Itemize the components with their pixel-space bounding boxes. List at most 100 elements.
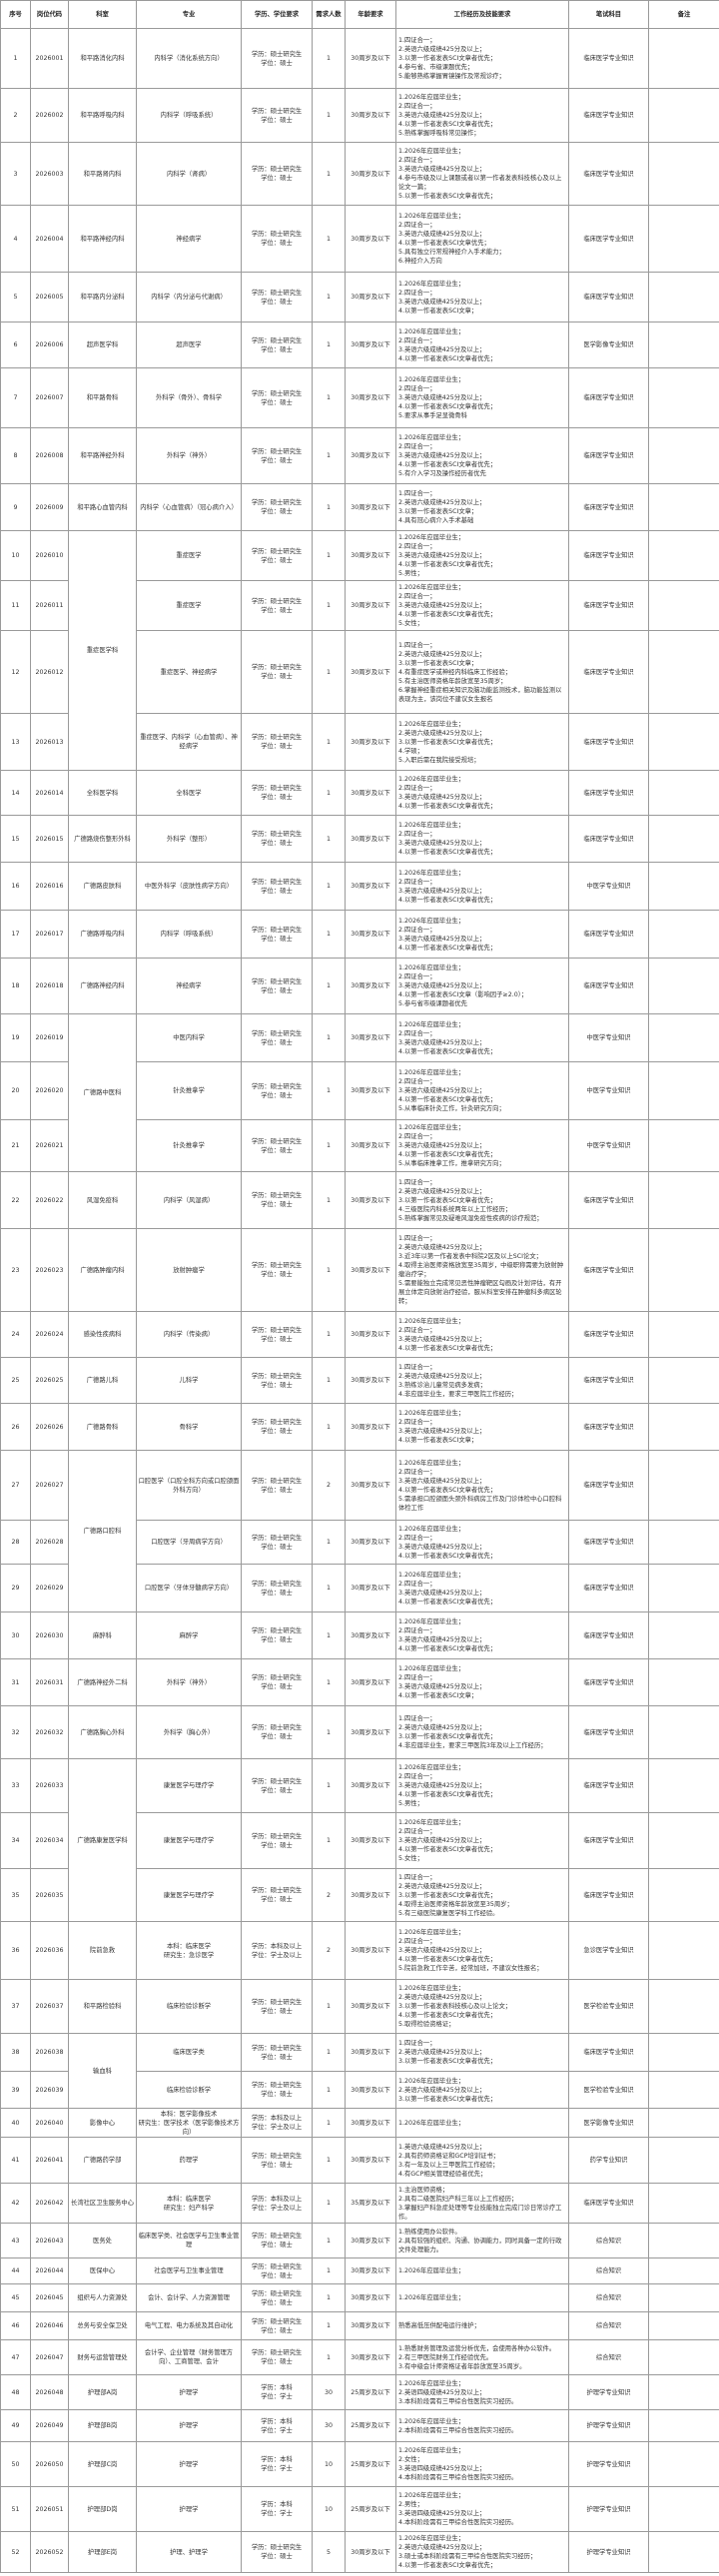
- requirements-cell: 1.2026年应届毕业生； 2.四证合一； 3.英语六级成绩425分及以上； 4.以第…: [395, 1564, 569, 1612]
- headcount-cell: 1: [312, 815, 346, 863]
- requirements-cell-line: 3.英语六级成绩425分及以上；: [398, 166, 486, 173]
- requirements-cell: 1.2026年应届毕业生； 2.四证合一； 3.英语六级成绩425分及以上； 4.以第…: [395, 910, 569, 959]
- education-cell-line: 学历：硕士研究生: [251, 977, 303, 985]
- department-cell: 影像中心: [68, 2108, 137, 2138]
- note-cell: [648, 1921, 719, 1980]
- headcount-cell: 1: [312, 142, 346, 206]
- education-cell-line: 学位：硕士: [261, 1543, 293, 1551]
- education-cell-line: 学位：硕士: [261, 743, 293, 750]
- requirements-cell-line: 3.英语四级成绩425分及以上；: [398, 2465, 486, 2472]
- seq-cell: 10: [0, 530, 31, 581]
- requirements-cell-line: 1.2026年应届毕业生；: [398, 965, 465, 971]
- requirements-cell-line: 4.三级医院内科系统两年以上工作经历；: [398, 1205, 512, 1213]
- requirements-cell-line: 1.四证合一；: [398, 37, 436, 44]
- note-cell: [648, 88, 719, 143]
- seq-cell: 24: [0, 1311, 31, 1358]
- requirements-cell-line: 4.以第一作者发表SCI文章者优先；: [398, 2562, 497, 2569]
- requirements-cell-line: 2.有三甲医院财务工作经验优先。: [398, 2353, 493, 2361]
- position-code-cell: 2026002: [30, 88, 69, 143]
- major-cell: 骨科学: [136, 1403, 242, 1451]
- requirements-cell-line: 3.英语六级成绩425分及以上；: [398, 602, 486, 609]
- education-cell-line: 学历：硕士研究生: [251, 1534, 303, 1542]
- requirements-cell-line: 2.四证合一；: [398, 1326, 436, 1334]
- col-edu-header: 学历、学位要求: [241, 0, 313, 29]
- note-cell: [648, 1228, 719, 1312]
- requirements-cell-line: 熟悉高低压供配电运行维护；: [398, 2322, 480, 2329]
- table-row: 25 2026025 广德路儿科 儿科学 学历：硕士研究生 学位：硕士 1 30周岁及以下 1.…: [0, 1357, 719, 1404]
- note-cell: [648, 2531, 719, 2573]
- requirements-cell-line: 2.女性；: [398, 2456, 423, 2463]
- requirements-cell-line: 4.以第一作者发表SCI文章者优先；: [398, 403, 497, 410]
- requirements-cell: 1.2026年应届毕业生； 2.四证合一； 3.英语六级成绩425分及以上； 4.以第…: [395, 1450, 569, 1521]
- education-cell: 学历：本科 学位：学士: [241, 2441, 313, 2487]
- seq-cell: 50: [0, 2441, 31, 2487]
- position-code-cell: 2026049: [30, 2409, 69, 2442]
- requirements-cell-line: 2.四证合一；: [398, 1133, 436, 1140]
- seq-cell: 44: [0, 2257, 31, 2284]
- requirements-cell-line: 1.四证合一；: [398, 641, 436, 649]
- note-cell: [648, 1658, 719, 1706]
- age-cell: 25周岁及以下: [345, 2409, 396, 2442]
- requirements-cell-line: 2.四证合一；: [398, 385, 436, 392]
- requirements-cell-line: 3.英语六级成绩425分及以上；: [398, 112, 486, 119]
- position-code-cell: 2026028: [30, 1520, 69, 1565]
- col-requirements-header: 工作经历及技能要求: [395, 0, 569, 29]
- requirements-cell-line: 4.本科阶段需有三甲综合性医院实习经历。: [398, 2519, 518, 2526]
- requirements-cell-line: 3.以第一作者发表SCI文章；: [398, 508, 478, 515]
- education-cell: 学历：本科及以上 学位：学士及以上: [241, 2108, 313, 2138]
- age-cell: 30周岁及以下: [345, 1868, 396, 1922]
- exam-subject-cell: 护理学专业知识: [568, 2409, 649, 2442]
- requirements-cell-line: 2.男性；: [398, 2501, 423, 2508]
- headcount-cell: 1: [312, 1611, 346, 1659]
- requirements-cell: 1.2026年应届毕业生； 2.四证合一； 3.英语六级成绩425分及以上； 4.以第…: [395, 1758, 569, 1813]
- requirements-cell-line: 3.以第一作者发表SCI文章；: [398, 659, 478, 667]
- seq-cell: 3: [0, 142, 31, 206]
- headcount-cell: 1: [312, 2223, 346, 2258]
- position-code-cell: 2026003: [30, 142, 69, 206]
- requirements-cell: 1.2026年应届毕业生； 2.四证合一； 3.英语六级成绩425分及以上； 4.以第…: [395, 1311, 569, 1358]
- requirements-cell: 1.2026年应届毕业生； 2.四证合一； 3.英语六级成绩425分及以上； 4.以第…: [395, 367, 569, 428]
- note-cell: [648, 1061, 719, 1120]
- requirements-cell-line: 2.四证合一；: [398, 1419, 436, 1426]
- department-cell: 护理部B岗: [68, 2409, 137, 2442]
- note-cell: [648, 2441, 719, 2487]
- requirements-cell-line: 5.女性；: [398, 1855, 423, 1862]
- requirements-cell-line: 6.掌握神经重症相关知识及脑功能监测技术，脑功能监测以表现为主，该岗位不建议女生…: [398, 686, 562, 703]
- requirements-cell-line: 4.以第一作者发表SCI文章者优先；: [398, 1552, 497, 1560]
- major-cell: 内科学（风湿病）: [136, 1171, 242, 1229]
- education-cell: 学历：硕士研究生 学位：硕士: [241, 1611, 313, 1659]
- age-cell: 30周岁及以下: [345, 530, 396, 581]
- education-cell-line: 学位：硕士: [261, 1201, 293, 1208]
- table-row: 44 2026044 医保中心 社会医学与卫生事业管理 学历：硕士研究生 学位：硕士 1 30…: [0, 2257, 719, 2284]
- position-code-cell: 2026042: [30, 2183, 69, 2224]
- requirements-cell: 1.2026年应届毕业生； 2.英语六级成绩425分及以上； 3.硕士或本科阶段需有…: [395, 2531, 569, 2573]
- requirements-cell-line: 2.四证合一；: [398, 1534, 436, 1542]
- exam-subject-cell: 医学检验专业知识: [568, 2071, 649, 2109]
- education-cell: 学历：硕士研究生 学位：硕士: [241, 862, 313, 911]
- exam-subject-cell: 临床医学专业知识: [568, 1812, 649, 1869]
- exam-subject-cell: 临床医学专业知识: [568, 2033, 649, 2072]
- position-code-cell: 2026018: [30, 958, 69, 1014]
- requirements-cell: 1.2026年应届毕业生； 2.四证合一； 3.英语六级成绩425分及以上； 4.以第…: [395, 205, 569, 273]
- education-cell-line: 学位：硕士: [261, 1335, 293, 1343]
- education-cell-line: 学历：硕士研究生: [251, 785, 303, 792]
- education-cell: 学历：硕士研究生 学位：硕士: [241, 1658, 313, 1706]
- note-cell: [648, 1705, 719, 1759]
- table-header: 序号 岗位代码 科室 专业 学历、学位要求 需求人数 年龄要求 工作经历及技能要求 笔试科目 备注: [0, 0, 719, 29]
- education-cell-line: 学历：硕士研究生: [251, 1674, 303, 1681]
- headcount-cell: 2: [312, 1868, 346, 1922]
- exam-subject-cell: 临床医学专业知识: [568, 427, 649, 484]
- requirements-cell: 1.2026年应届毕业生；: [395, 2257, 569, 2284]
- requirements-cell-line: 4.参与省、市级课题优先；: [398, 64, 474, 71]
- note-cell: [648, 530, 719, 581]
- col-dept-header: 科室: [68, 0, 137, 29]
- requirements-cell-line: 5.要求从事手足显微骨科: [398, 412, 467, 419]
- exam-subject-cell: 临床医学专业知识: [568, 2183, 649, 2224]
- table-row: 17 2026017 广德路呼吸内科 内科学（呼吸系统） 学历：硕士研究生 学位：硕士 1 3…: [0, 910, 719, 959]
- major-cell: 内科学（肾病）: [136, 142, 242, 206]
- major-cell: 临床医学类、社会医学与卫生事业管理: [136, 2223, 242, 2258]
- exam-subject-cell: 药学专业知识: [568, 2137, 649, 2184]
- education-cell: 学历：硕士研究生 学位：硕士: [241, 2311, 313, 2340]
- headcount-cell: 1: [312, 1061, 346, 1120]
- table-row: 20 2026020 针灸推拿学 学历：硕士研究生 学位：硕士 1 30周岁及以下 1.202…: [0, 1061, 719, 1120]
